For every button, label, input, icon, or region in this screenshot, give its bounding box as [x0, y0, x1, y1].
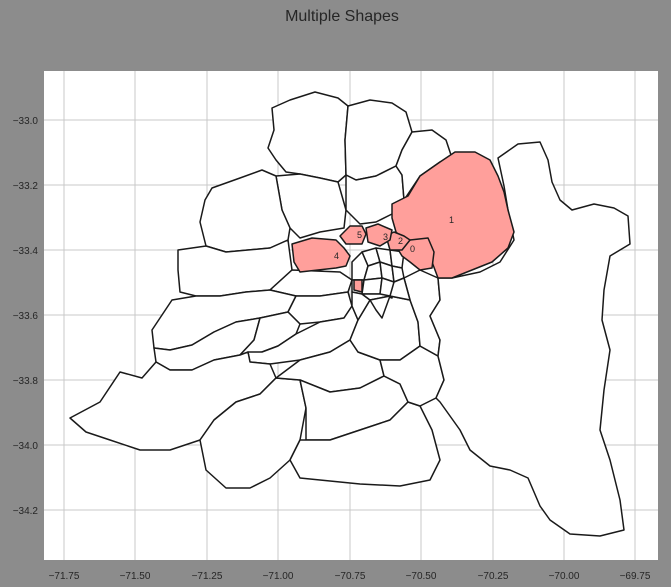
region-shape	[289, 401, 441, 487]
y-tick: −33.0	[13, 116, 39, 127]
y-tick: −33.6	[13, 311, 39, 322]
region-shape	[389, 277, 411, 301]
commune-regions	[69, 91, 631, 537]
region-label-1: 1	[449, 215, 454, 225]
y-tick: −33.8	[13, 376, 39, 387]
region-label-3: 3	[383, 232, 388, 242]
x-tick: −69.75	[620, 571, 651, 582]
y-tick: −34.0	[13, 441, 39, 452]
y-axis-ticks: −33.0 −33.2 −33.4 −33.6 −33.8 −34.0 −34.…	[13, 116, 39, 517]
x-axis-ticks: −71.75 −71.50 −71.25 −71.00 −70.75 −70.5…	[49, 571, 651, 582]
x-tick: −71.25	[192, 571, 223, 582]
highlighted-region-5	[339, 225, 367, 245]
x-tick: −71.75	[49, 571, 80, 582]
region-shape	[351, 291, 371, 321]
region-label-0: 0	[410, 244, 415, 254]
x-tick: −70.00	[549, 571, 580, 582]
chart-title: Multiple Shapes	[285, 8, 399, 25]
y-tick: −33.2	[13, 181, 39, 192]
x-tick: −70.25	[478, 571, 509, 582]
region-labels: 0 1 2 3 4 5	[334, 215, 454, 261]
y-tick: −34.2	[13, 506, 39, 517]
x-tick: −70.50	[406, 571, 437, 582]
region-shape	[69, 351, 277, 451]
region-label-2: 2	[398, 236, 403, 246]
x-tick: −71.00	[263, 571, 294, 582]
x-tick: −70.75	[335, 571, 366, 582]
region-label-5: 5	[357, 230, 362, 240]
highlighted-region-4	[291, 237, 351, 273]
highlighted-region-3	[365, 223, 393, 247]
y-tick: −33.4	[13, 246, 39, 257]
region-shape	[199, 377, 307, 489]
x-tick: −71.50	[120, 571, 151, 582]
region-label-4: 4	[334, 251, 339, 261]
region-shape	[361, 277, 383, 295]
region-shape	[369, 295, 391, 319]
highlighted-region-2	[385, 231, 411, 251]
highlighted-region-extra	[353, 279, 363, 293]
region-shape	[429, 141, 631, 537]
